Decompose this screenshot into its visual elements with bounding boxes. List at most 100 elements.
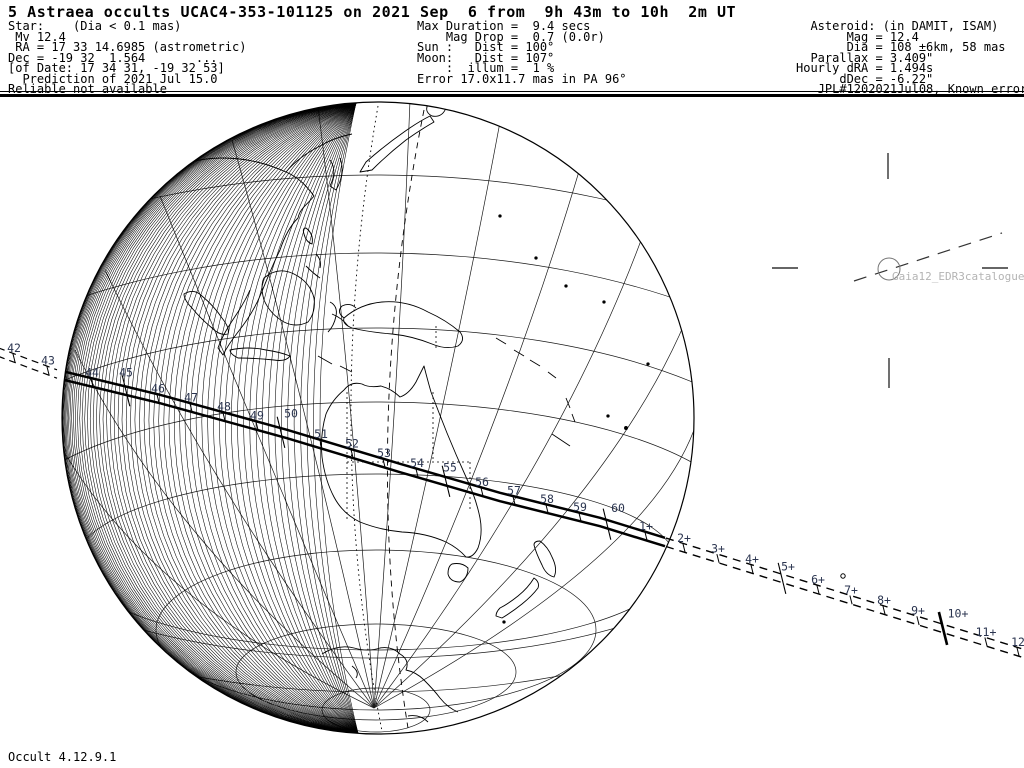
hatch-line xyxy=(75,102,358,734)
page-title: 5 Astraea occults UCAC4-353-101125 on 20… xyxy=(8,3,737,21)
coast-borneo xyxy=(261,270,315,326)
path-minute-tick xyxy=(350,449,354,459)
coast-new-caledonia xyxy=(551,433,571,447)
path-minute-label: 5+ xyxy=(781,559,795,573)
path-minute-label: 8+ xyxy=(877,593,891,607)
hatch-line xyxy=(102,102,358,734)
hatch-line xyxy=(173,102,358,734)
path-minute-label: 57 xyxy=(507,484,521,498)
coast-java xyxy=(229,347,291,361)
path-minute-label: 44 xyxy=(85,366,99,380)
path-minute-tick xyxy=(255,421,259,431)
state-borders xyxy=(346,326,471,522)
path-minute-labels: 42 43 44 45 46 47 48 49 50 51 52 53 54 55 56 57 58 59 60 1+… xyxy=(7,341,1024,657)
island-dot xyxy=(564,284,568,288)
hatch-line xyxy=(195,102,358,734)
hatch-line xyxy=(243,102,359,734)
hatch-line xyxy=(163,102,358,734)
hatch-line xyxy=(281,102,359,734)
path-minute-label: 46 xyxy=(151,382,165,396)
path-minute-label: 4+ xyxy=(745,552,759,566)
hatch-line xyxy=(237,102,359,734)
path-minute-tick xyxy=(46,366,50,376)
island-dot xyxy=(534,256,538,260)
path-minute-tick xyxy=(644,531,648,541)
path-minute-tick xyxy=(984,637,988,647)
path-minute-tick xyxy=(750,564,754,574)
asteroid-info-block: Asteroid: (in DAMIT, ISAM) Mag = 12.4 Di… xyxy=(796,19,1024,96)
coast-southeast-asia xyxy=(149,157,315,356)
path-minute-label: 54 xyxy=(410,456,424,470)
asteroid-disk xyxy=(877,257,901,281)
twilight-lines xyxy=(350,105,425,732)
coast-antarctica xyxy=(321,646,459,713)
path-minute-tick xyxy=(1016,647,1020,657)
island-fiji xyxy=(624,426,628,430)
island-dot xyxy=(602,300,606,304)
path-minute-label: 9+ xyxy=(911,604,925,618)
small-marker-dot xyxy=(840,573,846,579)
shadow-path-band xyxy=(0,347,1024,659)
hatch-line xyxy=(148,102,358,734)
hatch-line xyxy=(106,102,358,734)
coast-nz-north xyxy=(533,540,557,578)
path-minute-label: 56 xyxy=(475,475,489,489)
hatch-line xyxy=(313,102,359,734)
hatch-line xyxy=(293,102,359,734)
path-minute-label: 58 xyxy=(540,492,554,506)
hatch-line xyxy=(99,102,358,734)
path-minute-label: 50 xyxy=(284,406,298,420)
island-dot xyxy=(606,414,610,418)
hatch-line xyxy=(96,102,358,734)
coast-philippines xyxy=(302,227,321,279)
hatch-line xyxy=(73,102,358,734)
hatch-line xyxy=(300,102,359,734)
graticule xyxy=(62,102,694,734)
coast-hokkaido xyxy=(426,102,447,117)
path-band-dashed-left xyxy=(0,356,58,379)
path-minute-tick xyxy=(90,377,94,388)
hatch-line xyxy=(190,102,358,734)
path-minute-label: 2+ xyxy=(677,531,691,545)
hatch-line xyxy=(109,102,358,734)
path-minute-tick xyxy=(156,393,160,404)
path-band-edge xyxy=(62,376,666,548)
path-minute-tick xyxy=(480,487,484,497)
island-dot xyxy=(502,620,506,624)
hatch-line xyxy=(219,102,358,734)
path-minute-label: 53 xyxy=(377,446,391,460)
path-minute-label: 45 xyxy=(119,366,133,380)
path-minute-tick xyxy=(189,403,193,413)
path-minute-tick xyxy=(882,605,886,615)
path-band-dashed-left xyxy=(0,347,58,371)
path-minute-tick xyxy=(121,375,131,407)
island-dot xyxy=(498,214,502,218)
hatch-line xyxy=(65,102,358,734)
hatch-line xyxy=(81,102,358,734)
hatch-line xyxy=(84,102,358,734)
coast-china xyxy=(285,133,353,173)
path-minute-label: 47 xyxy=(184,391,198,405)
hatch-line xyxy=(66,102,358,734)
coast-sulawesi xyxy=(327,301,349,333)
globe-limb xyxy=(61,101,695,735)
coast-korea xyxy=(329,157,343,191)
path-minute-label: 59 xyxy=(573,500,587,514)
hatch-line xyxy=(77,102,358,734)
island-dot xyxy=(646,362,650,366)
path-minute-tick xyxy=(937,611,949,646)
hatch-line xyxy=(87,102,358,734)
event-info-block: Max Duration = 9.4 secs Mag Drop = 0.7 (… xyxy=(417,19,627,86)
path-minute-label: 3+ xyxy=(711,542,725,556)
hatch-line xyxy=(79,102,358,734)
hatch-line xyxy=(139,102,358,734)
hatch-line xyxy=(130,102,358,734)
header-rule-thin xyxy=(0,91,1024,92)
path-minute-tick xyxy=(382,458,386,468)
path-minute-label: 42 xyxy=(7,341,21,355)
hatch-line xyxy=(287,102,359,734)
hatch-line xyxy=(153,102,358,734)
path-band-dashed-right xyxy=(665,545,1024,659)
